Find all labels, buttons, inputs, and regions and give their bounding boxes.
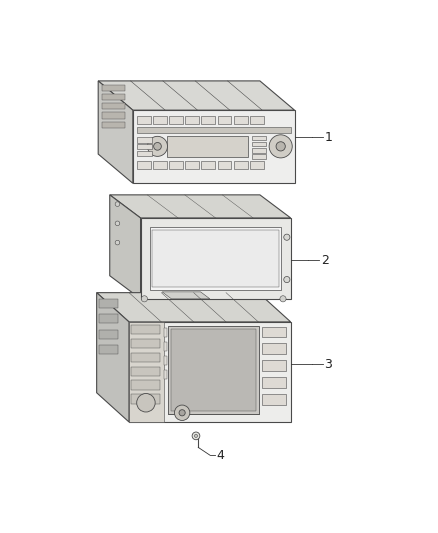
- Bar: [137, 151, 152, 156]
- Circle shape: [280, 296, 286, 302]
- Bar: [168, 326, 259, 414]
- Bar: [152, 230, 279, 287]
- Bar: [164, 370, 167, 379]
- Bar: [201, 116, 215, 124]
- Polygon shape: [99, 314, 118, 324]
- Polygon shape: [102, 103, 125, 109]
- Bar: [169, 116, 183, 124]
- Bar: [153, 161, 167, 168]
- Text: 3: 3: [325, 358, 332, 371]
- Bar: [252, 135, 266, 140]
- Polygon shape: [102, 94, 125, 100]
- Bar: [137, 161, 151, 168]
- Polygon shape: [98, 81, 294, 110]
- Polygon shape: [99, 329, 118, 339]
- Circle shape: [284, 277, 290, 282]
- Bar: [252, 142, 266, 147]
- Circle shape: [194, 434, 198, 438]
- Polygon shape: [162, 292, 210, 299]
- Circle shape: [276, 142, 285, 151]
- Bar: [185, 116, 199, 124]
- Bar: [250, 161, 264, 168]
- Bar: [201, 161, 215, 168]
- Circle shape: [137, 393, 155, 412]
- Bar: [137, 127, 291, 133]
- Polygon shape: [141, 218, 291, 299]
- Bar: [218, 161, 231, 168]
- Bar: [234, 161, 247, 168]
- Bar: [137, 144, 152, 149]
- Circle shape: [284, 234, 290, 240]
- Polygon shape: [99, 345, 118, 354]
- Polygon shape: [102, 122, 125, 128]
- Bar: [234, 116, 247, 124]
- Bar: [164, 356, 167, 365]
- Polygon shape: [102, 112, 125, 119]
- Circle shape: [179, 410, 185, 416]
- Text: 4: 4: [217, 449, 225, 462]
- Circle shape: [115, 202, 120, 206]
- Polygon shape: [110, 195, 141, 299]
- Circle shape: [115, 240, 120, 245]
- Bar: [262, 327, 286, 337]
- Bar: [131, 394, 160, 403]
- Circle shape: [174, 405, 190, 421]
- Bar: [167, 135, 248, 157]
- Bar: [262, 394, 286, 405]
- Bar: [252, 148, 266, 152]
- Bar: [164, 328, 167, 337]
- Polygon shape: [133, 110, 294, 183]
- Text: 1: 1: [325, 131, 332, 143]
- Circle shape: [269, 135, 292, 158]
- Circle shape: [141, 296, 148, 302]
- Circle shape: [154, 142, 161, 150]
- Circle shape: [148, 136, 167, 156]
- Bar: [252, 154, 266, 159]
- Bar: [131, 339, 160, 348]
- Bar: [218, 116, 231, 124]
- Polygon shape: [129, 322, 291, 422]
- Polygon shape: [97, 293, 129, 422]
- Bar: [131, 325, 160, 334]
- Bar: [250, 116, 264, 124]
- Circle shape: [192, 432, 200, 440]
- Bar: [262, 360, 286, 371]
- Polygon shape: [99, 299, 118, 308]
- Bar: [131, 381, 160, 390]
- Bar: [137, 137, 152, 142]
- Text: 2: 2: [321, 254, 328, 267]
- Bar: [153, 116, 167, 124]
- Bar: [169, 161, 183, 168]
- Bar: [164, 342, 167, 351]
- Polygon shape: [102, 85, 125, 91]
- Bar: [131, 367, 160, 376]
- Bar: [131, 353, 160, 362]
- Bar: [185, 161, 199, 168]
- Bar: [262, 377, 286, 388]
- Bar: [129, 322, 164, 422]
- Polygon shape: [110, 195, 291, 218]
- Bar: [137, 116, 151, 124]
- Bar: [171, 329, 256, 411]
- Polygon shape: [98, 81, 133, 183]
- Polygon shape: [97, 293, 291, 322]
- Bar: [150, 227, 282, 289]
- Circle shape: [115, 221, 120, 225]
- Bar: [262, 343, 286, 354]
